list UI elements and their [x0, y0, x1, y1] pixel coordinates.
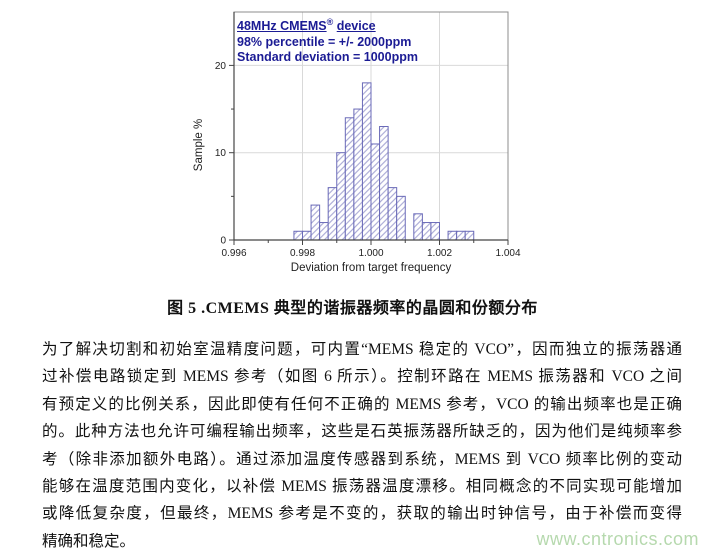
- paragraph-line: 精确和稳定。: [42, 532, 136, 550]
- paragraph-line: 为了解决切割和初始室温精度问题，可内置“MEMS 稳定的 VCO”，因而独立的振…: [42, 341, 682, 358]
- histogram-bar: [396, 195, 406, 241]
- tick-marks: [229, 64, 509, 245]
- histogram-bar: [430, 222, 440, 241]
- histogram-bar: [327, 187, 338, 241]
- y-axis-title: Sample %: [193, 119, 205, 171]
- watermark-text: www.cntronics.com: [536, 529, 699, 549]
- x-tick-label: 1.004: [495, 248, 520, 259]
- chart-annotation: 48MHz CMEMS® device 98% percentile = +/-…: [237, 16, 418, 66]
- body-paragraph: 为了解决切割和初始室温精度问题，可内置“MEMS 稳定的 VCO”，因而独立的振…: [42, 336, 682, 555]
- x-axis-title: Deviation from target frequency: [291, 262, 452, 274]
- paragraph-line: 能够在温度范围内变化，以补偿 MEMS 振荡器温度漂移。相同概念的不同实现可能增…: [42, 477, 682, 495]
- histogram-bar: [353, 108, 363, 241]
- histogram-bar: [302, 230, 312, 241]
- chart-stat-stddev: Standard deviation = 1000ppm: [237, 50, 418, 64]
- histogram-bars: [293, 82, 475, 241]
- chart-title-tail: device: [336, 19, 376, 33]
- paragraph-line: 考（除非添加额外电路）。通过添加温度传感器到系统，MEMS 到 VCO 频率比例…: [42, 450, 682, 468]
- histogram-svg: 0.996 0.998 1.000 1.002 1.004 0 10 20 Deviation …: [193, 11, 521, 274]
- x-tick-label: 0.996: [221, 248, 246, 259]
- chart-title: 48MHz CMEMS® device: [237, 16, 418, 35]
- y-tick-label: 0: [220, 236, 226, 247]
- histogram-bar: [310, 204, 321, 241]
- frequency-histogram-figure: 0.996 0.998 1.000 1.002 1.004 0 10 20 Deviation …: [185, 8, 545, 290]
- histogram-bar: [387, 187, 398, 241]
- registered-trademark-symbol: ®: [326, 16, 334, 27]
- paragraph-line: 过补偿电路锁定到 MEMS 参考（如图 6 所示）。控制环路在 MEMS 振荡器…: [42, 368, 682, 386]
- histogram-bar: [293, 230, 303, 241]
- histogram-bar: [319, 222, 329, 241]
- paragraph-line: 的。此种方法也允许可编程输出频率，这些是石英振荡器所缺乏的，因为他们是纯频率参: [42, 423, 682, 441]
- y-tick-label: 20: [215, 61, 227, 72]
- figure-caption: 图 5 .CMEMS 典型的谐振器频率的晶圆和份额分布: [167, 300, 538, 317]
- histogram-bar: [447, 230, 458, 241]
- histogram-bar: [413, 213, 423, 241]
- paragraph-line: 有预定义的比例关系，因此即使有任何不正确的 MEMS 参考，VCO 的输出频率也…: [42, 395, 682, 413]
- chart-stat-percentile: 98% percentile = +/- 2000ppm: [237, 34, 412, 49]
- histogram-bar: [370, 143, 381, 241]
- x-tick-label: 0.998: [290, 248, 315, 259]
- chart-title-main: 48MHz CMEMS: [237, 19, 327, 33]
- x-tick-label: 1.002: [427, 248, 452, 259]
- x-tick-label: 1.000: [358, 248, 383, 259]
- histogram-bar: [361, 82, 372, 241]
- histogram-bar: [379, 126, 389, 241]
- histogram-bar: [464, 230, 475, 241]
- y-tick-label: 10: [215, 148, 227, 159]
- histogram-bar: [336, 152, 346, 241]
- histogram-bar: [344, 117, 355, 241]
- paragraph-line: 或降低复杂度，但最终，MEMS 参考是不变的，获取的输出时钟信号，由于补偿而变得: [42, 505, 682, 523]
- histogram-bar: [421, 222, 432, 241]
- histogram-bar: [456, 230, 466, 241]
